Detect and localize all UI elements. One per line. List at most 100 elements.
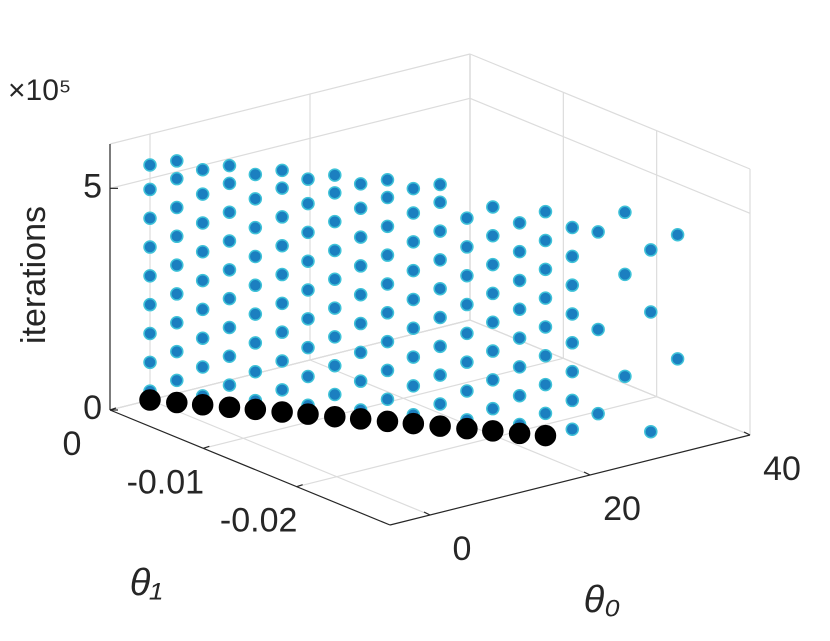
data-point <box>275 163 289 178</box>
data-point <box>512 388 527 403</box>
data-point <box>380 219 395 234</box>
data-point <box>143 158 157 172</box>
data-point <box>301 172 315 186</box>
data-point <box>191 393 214 416</box>
data-point <box>433 224 447 238</box>
data-point <box>166 391 188 414</box>
data-point <box>248 365 263 379</box>
data-point <box>195 331 210 345</box>
data-point <box>486 200 500 214</box>
data-point <box>512 302 527 317</box>
data-point <box>591 322 605 337</box>
data-point <box>195 216 210 230</box>
data-point <box>538 406 553 421</box>
data-point <box>271 401 293 423</box>
data-point <box>297 403 319 425</box>
data-point <box>195 360 210 374</box>
data-point <box>538 291 553 305</box>
data-point <box>433 368 447 382</box>
data-point <box>406 235 421 249</box>
data-point <box>460 384 474 398</box>
data-point <box>618 205 632 220</box>
data-point <box>248 336 263 350</box>
y-axis <box>109 409 391 526</box>
data-point <box>380 190 395 205</box>
data-point <box>195 302 210 317</box>
data-point <box>538 320 553 334</box>
data-point <box>328 272 342 287</box>
data-point <box>512 216 527 230</box>
data-point <box>195 187 210 201</box>
data-point <box>618 369 632 384</box>
data-point <box>353 316 368 331</box>
data-point <box>248 307 263 321</box>
data-point <box>591 406 605 421</box>
data-point <box>301 312 315 326</box>
data-point <box>486 315 500 329</box>
data-point <box>143 182 157 197</box>
y-tick <box>109 407 117 411</box>
data-point <box>353 201 368 216</box>
data-point <box>301 225 315 240</box>
data-point <box>353 374 368 388</box>
data-point <box>222 158 237 173</box>
x-tick-label: 20 <box>603 490 641 528</box>
data-point <box>380 173 395 187</box>
x-tick <box>423 511 431 516</box>
data-point <box>538 262 553 277</box>
data-point <box>433 195 447 209</box>
data-point <box>218 396 241 419</box>
data-point <box>328 168 342 182</box>
data-point <box>324 405 346 428</box>
data-point <box>275 296 289 311</box>
z-tick-label: 0 <box>83 389 102 427</box>
data-point <box>195 245 210 259</box>
data-point <box>222 349 237 364</box>
x-tick-label: 0 <box>453 530 472 568</box>
data-point <box>170 258 184 272</box>
data-point <box>170 154 184 168</box>
data-point <box>301 254 315 268</box>
data-point <box>143 355 157 370</box>
data-point <box>618 267 632 282</box>
data-point <box>433 397 447 411</box>
data-point <box>644 243 658 257</box>
data-point <box>538 349 553 363</box>
data-point <box>143 269 157 283</box>
data-point <box>402 412 425 435</box>
data-point <box>406 206 421 220</box>
data-point <box>406 263 421 278</box>
data-point <box>460 240 474 254</box>
data-point <box>170 316 184 330</box>
data-point <box>406 181 421 196</box>
data-point <box>139 389 161 411</box>
data-point <box>486 257 500 272</box>
data-point <box>433 177 447 192</box>
data-point <box>433 253 447 267</box>
data-point <box>565 422 580 436</box>
data-point <box>486 229 500 243</box>
grid-line <box>469 319 751 436</box>
data-point <box>170 373 184 388</box>
data-point <box>328 214 342 229</box>
data-point <box>486 401 500 416</box>
data-point <box>328 387 342 402</box>
data-point <box>433 281 447 296</box>
data-point <box>275 267 289 282</box>
data-point <box>170 287 184 301</box>
data-point <box>301 196 315 211</box>
data-point <box>644 424 658 439</box>
grid-line <box>469 97 751 214</box>
data-point <box>406 321 421 336</box>
data-point <box>380 392 395 406</box>
data-point <box>222 291 237 306</box>
data-point <box>248 278 263 293</box>
data-point <box>275 383 289 397</box>
data-point <box>244 398 267 421</box>
data-point <box>433 310 447 325</box>
data-point <box>406 379 421 393</box>
data-point <box>534 424 557 447</box>
data-point <box>353 230 368 244</box>
data-point <box>222 378 237 392</box>
